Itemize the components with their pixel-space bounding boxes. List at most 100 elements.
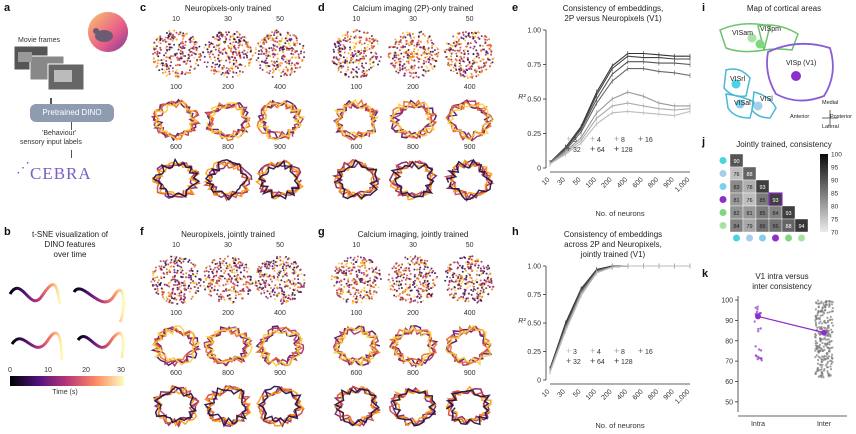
inter-point [819,327,822,331]
heatmap-value: 94 [798,224,804,230]
inter-point [818,349,821,353]
embedding-c-30 [202,30,254,79]
panel-label-f: f [140,226,144,238]
inter-point [826,341,829,344]
legend-marker: + [614,144,619,154]
area-label-vispm: VISpm [760,26,782,33]
legend-label-8: 8 [621,349,625,356]
inter-point [830,328,833,331]
inter-point [814,322,818,326]
inter-point [826,360,830,363]
inter-point [829,347,832,350]
inter-point [814,349,817,352]
area-label-visrl: VISrl [730,76,746,83]
inter-point [829,335,832,338]
colorbar-tick-label: 70 [831,230,839,237]
x-tick-label: 600 [632,388,645,401]
inter-point [820,370,823,374]
inter-point [816,367,820,371]
inter-point [824,306,827,309]
embedding-c-600 [151,157,201,200]
colorbar-tick-label: 85 [831,191,839,198]
heatmap-cell-5-5 [794,218,809,233]
panel-k-title-1: V1 intra versus [755,272,809,281]
inter-point [824,338,827,341]
inter-mean [821,329,827,336]
embedding-label-200: 200 [407,310,419,317]
panel-h-title-3: jointly trained (V1) [580,250,646,259]
embedding-f-800 [203,385,252,428]
embedding-g-400 [445,324,493,367]
inter-point [825,355,828,358]
inter-point [826,332,829,335]
panel-c: Neuropixels-only trained 10 30 50 100 200 400… [140,0,316,222]
panel-label-d: d [318,2,325,14]
inter-point [814,324,818,327]
embedding-c-200 [204,101,251,142]
inter-point [817,375,820,378]
intra-mean [755,313,761,320]
inter-point [824,357,827,361]
embedding-label-30: 30 [409,16,417,23]
embedding-f-900 [256,385,306,428]
area-label-visl: VISl [760,96,773,103]
inter-point [820,360,823,363]
row-dot-0 [719,157,727,164]
embedding-label-900: 900 [463,144,476,151]
inter-point [821,338,825,341]
panel-label-g: g [318,226,325,238]
embedding-label-400: 400 [463,84,476,91]
embedding-label-100: 100 [350,84,363,91]
intra-point [759,311,762,315]
panel-e-title-2: 2P versus Neuropixels (V1) [564,14,662,23]
embedding-label-600: 600 [350,144,363,151]
inter-point [826,326,829,329]
behaviour-label: 'Behaviour' [42,130,77,137]
inter-point [830,360,833,363]
inter-point [828,302,831,305]
embedding-c-400 [256,99,306,141]
panel-label-a: a [4,2,11,14]
col-dot-5 [798,234,805,242]
visp-outline [766,42,834,102]
inter-point [826,333,829,337]
panel-f: Neuropixels, jointly trained 10 30 50 100 20… [140,226,316,434]
k-y-tick-label: 50 [725,399,733,406]
embedding-label-800: 800 [222,370,234,377]
legend-marker: + [590,346,595,356]
inter-point [827,346,830,350]
inter-point [826,316,829,319]
embedding-label-30: 30 [409,242,417,249]
panel-label-h: h [512,226,519,238]
y-tick-label: 0.50 [527,97,541,104]
inter-point [814,347,817,350]
panel-g-title: Calcium imaging, jointly trained [357,230,469,239]
embedding-d-800 [388,160,438,201]
cebra-logo-icon: ⋰ [16,159,30,175]
inter-point [828,311,831,314]
series-line-8 [549,91,690,165]
inter-point [827,338,830,341]
embedding-d-10 [331,29,382,79]
intra-point [760,357,763,360]
embedding-d-900 [444,158,495,202]
embedding-label-30: 30 [224,16,232,23]
y-axis-label: R² [518,318,526,325]
chart-k: 100 90 80 70 60 50 Intra Inter [721,296,847,428]
x-tick-label: 10 [541,388,552,399]
inter-point [820,358,823,361]
inter-point [814,319,817,322]
inter-point [831,307,834,310]
inter-point [822,345,825,348]
inter-point [830,362,833,366]
intra-point [754,306,757,309]
embedding-g-100 [332,325,381,368]
tsne-trace-3 [10,331,64,361]
inter-point [822,326,826,329]
embedding-label-600: 600 [170,144,182,151]
y-tick-label: 0 [537,166,541,173]
x-tick-label: 200 [600,176,613,189]
heatmap-value: 86 [759,224,765,230]
panel-h: Consistency of embeddings across 2P and … [512,226,698,434]
embedding-label-400: 400 [274,310,286,317]
